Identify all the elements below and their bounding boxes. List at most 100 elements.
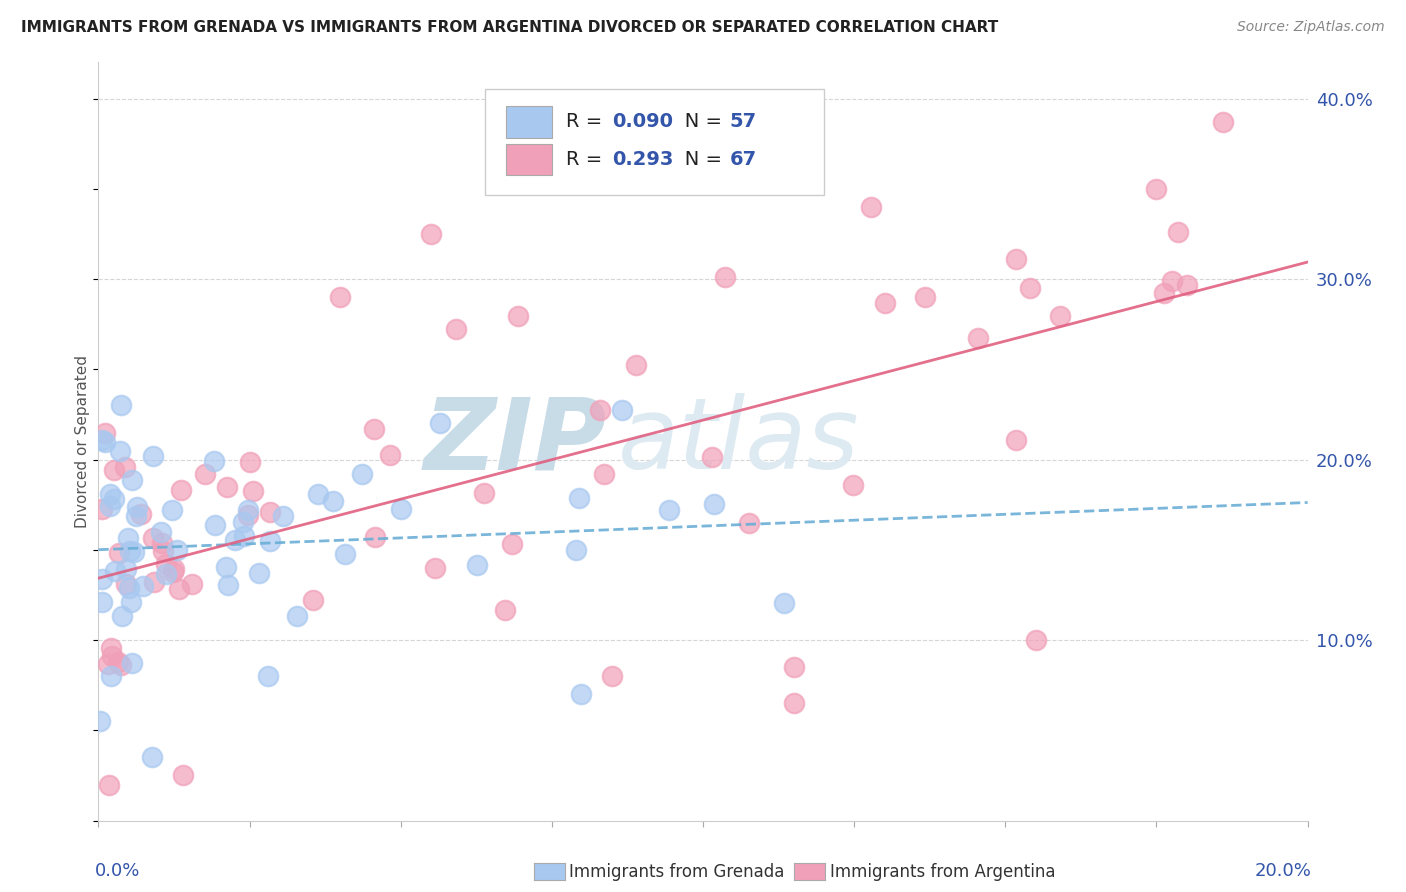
Point	[97, 657, 120, 671]
Point	[120, 595, 142, 609]
Point	[166, 542, 188, 557]
Y-axis label: Divorced or Separated: Divorced or Separated	[75, 355, 90, 528]
Point	[170, 483, 193, 497]
Point	[285, 609, 308, 624]
Point	[364, 531, 387, 545]
Point	[104, 564, 127, 578]
Point	[239, 454, 262, 468]
Point	[89, 714, 111, 729]
Point	[423, 561, 446, 575]
Point	[217, 577, 239, 591]
Point	[247, 566, 270, 581]
Text: ZIP: ZIP	[423, 393, 606, 490]
Point	[773, 596, 796, 610]
Text: Immigrants from Grenada: Immigrants from Grenada	[569, 863, 785, 881]
Text: atlas: atlas	[619, 393, 860, 490]
Point	[873, 295, 896, 310]
Point	[860, 200, 883, 214]
Point	[94, 426, 117, 441]
Point	[125, 500, 148, 514]
Point	[658, 503, 681, 517]
Point	[565, 543, 588, 558]
Point	[132, 579, 155, 593]
Point	[841, 478, 863, 492]
Text: R =: R =	[567, 150, 609, 169]
Point	[232, 516, 254, 530]
Point	[472, 486, 495, 500]
Point	[94, 434, 117, 449]
Point	[1160, 274, 1182, 288]
Point	[494, 603, 516, 617]
Point	[624, 359, 647, 373]
Point	[1005, 434, 1028, 448]
Text: 20.0%: 20.0%	[1254, 863, 1312, 880]
Text: Source: ZipAtlas.com: Source: ZipAtlas.com	[1237, 20, 1385, 34]
Point	[121, 656, 143, 670]
Point	[602, 669, 624, 683]
Point	[204, 517, 226, 532]
Point	[110, 398, 132, 412]
Point	[110, 658, 132, 673]
Point	[103, 463, 125, 477]
Point	[389, 502, 412, 516]
Point	[90, 595, 112, 609]
Point	[142, 531, 165, 545]
Point	[333, 547, 356, 561]
Point	[783, 696, 806, 710]
Point	[141, 750, 163, 764]
Point	[259, 533, 281, 548]
Point	[115, 576, 138, 591]
Point	[108, 546, 131, 560]
Point	[162, 565, 184, 579]
Point	[101, 648, 124, 663]
Point	[1144, 182, 1167, 196]
Point	[307, 487, 329, 501]
Text: 0.0%: 0.0%	[94, 863, 141, 880]
Point	[149, 525, 172, 540]
Point	[329, 290, 352, 304]
Point	[501, 536, 523, 550]
Point	[738, 516, 761, 530]
Point	[914, 290, 936, 304]
Point	[125, 509, 148, 524]
Point	[224, 533, 246, 548]
Point	[103, 491, 125, 506]
Point	[568, 491, 591, 506]
Point	[506, 310, 529, 324]
Point	[703, 497, 725, 511]
Text: IMMIGRANTS FROM GRENADA VS IMMIGRANTS FROM ARGENTINA DIVORCED OR SEPARATED CORRE: IMMIGRANTS FROM GRENADA VS IMMIGRANTS FR…	[21, 20, 998, 35]
Point	[1175, 278, 1198, 293]
Text: N =: N =	[665, 112, 728, 131]
Text: 0.090: 0.090	[613, 112, 673, 131]
Point	[98, 499, 121, 513]
Point	[322, 493, 344, 508]
Text: 0.293: 0.293	[613, 150, 673, 169]
Point	[114, 460, 136, 475]
Point	[302, 592, 325, 607]
Point	[593, 467, 616, 481]
Point	[115, 562, 138, 576]
Point	[259, 505, 281, 519]
Point	[142, 449, 165, 463]
Point	[163, 561, 186, 575]
Text: Immigrants from Argentina: Immigrants from Argentina	[830, 863, 1054, 881]
FancyBboxPatch shape	[506, 105, 551, 137]
Point	[967, 331, 990, 345]
Point	[194, 467, 217, 481]
Point	[783, 660, 806, 674]
Point	[242, 484, 264, 499]
Point	[214, 559, 236, 574]
Point	[257, 669, 280, 683]
Point	[152, 544, 174, 558]
Point	[217, 480, 239, 494]
Point	[1005, 252, 1028, 266]
Point	[465, 558, 488, 572]
Point	[271, 509, 294, 524]
Point	[1018, 281, 1040, 295]
Point	[100, 640, 122, 655]
Point	[91, 434, 114, 448]
Point	[420, 227, 443, 241]
Point	[167, 582, 190, 596]
Point	[204, 454, 226, 468]
Point	[589, 403, 612, 417]
